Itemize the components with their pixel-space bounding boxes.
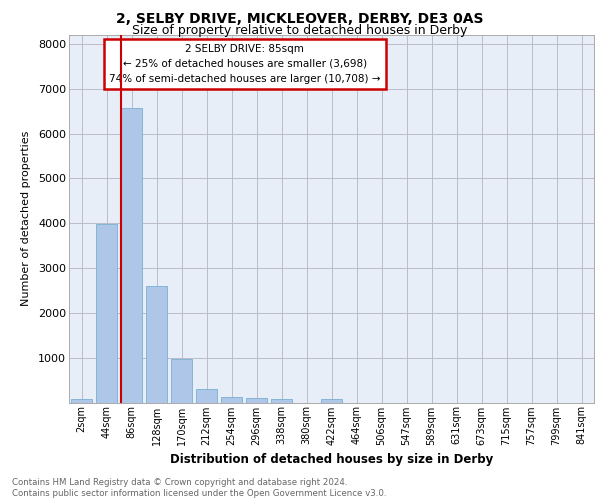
Bar xyxy=(146,286,167,403)
Text: Contains HM Land Registry data © Crown copyright and database right 2024.
Contai: Contains HM Land Registry data © Crown c… xyxy=(12,478,386,498)
Text: 2 SELBY DRIVE: 85sqm
← 25% of detached houses are smaller (3,698)
74% of semi-de: 2 SELBY DRIVE: 85sqm ← 25% of detached h… xyxy=(109,44,380,84)
Text: 2, SELBY DRIVE, MICKLEOVER, DERBY, DE3 0AS: 2, SELBY DRIVE, MICKLEOVER, DERBY, DE3 0… xyxy=(116,12,484,26)
Bar xyxy=(121,108,142,403)
Text: Size of property relative to detached houses in Derby: Size of property relative to detached ho… xyxy=(133,24,467,37)
Bar xyxy=(271,399,292,402)
Bar xyxy=(196,388,217,402)
X-axis label: Distribution of detached houses by size in Derby: Distribution of detached houses by size … xyxy=(170,453,493,466)
Bar xyxy=(246,398,267,402)
Bar xyxy=(71,400,92,402)
Bar xyxy=(96,224,117,402)
Bar xyxy=(171,360,192,403)
Y-axis label: Number of detached properties: Number of detached properties xyxy=(21,131,31,306)
Bar xyxy=(221,396,242,402)
Bar xyxy=(321,399,342,402)
